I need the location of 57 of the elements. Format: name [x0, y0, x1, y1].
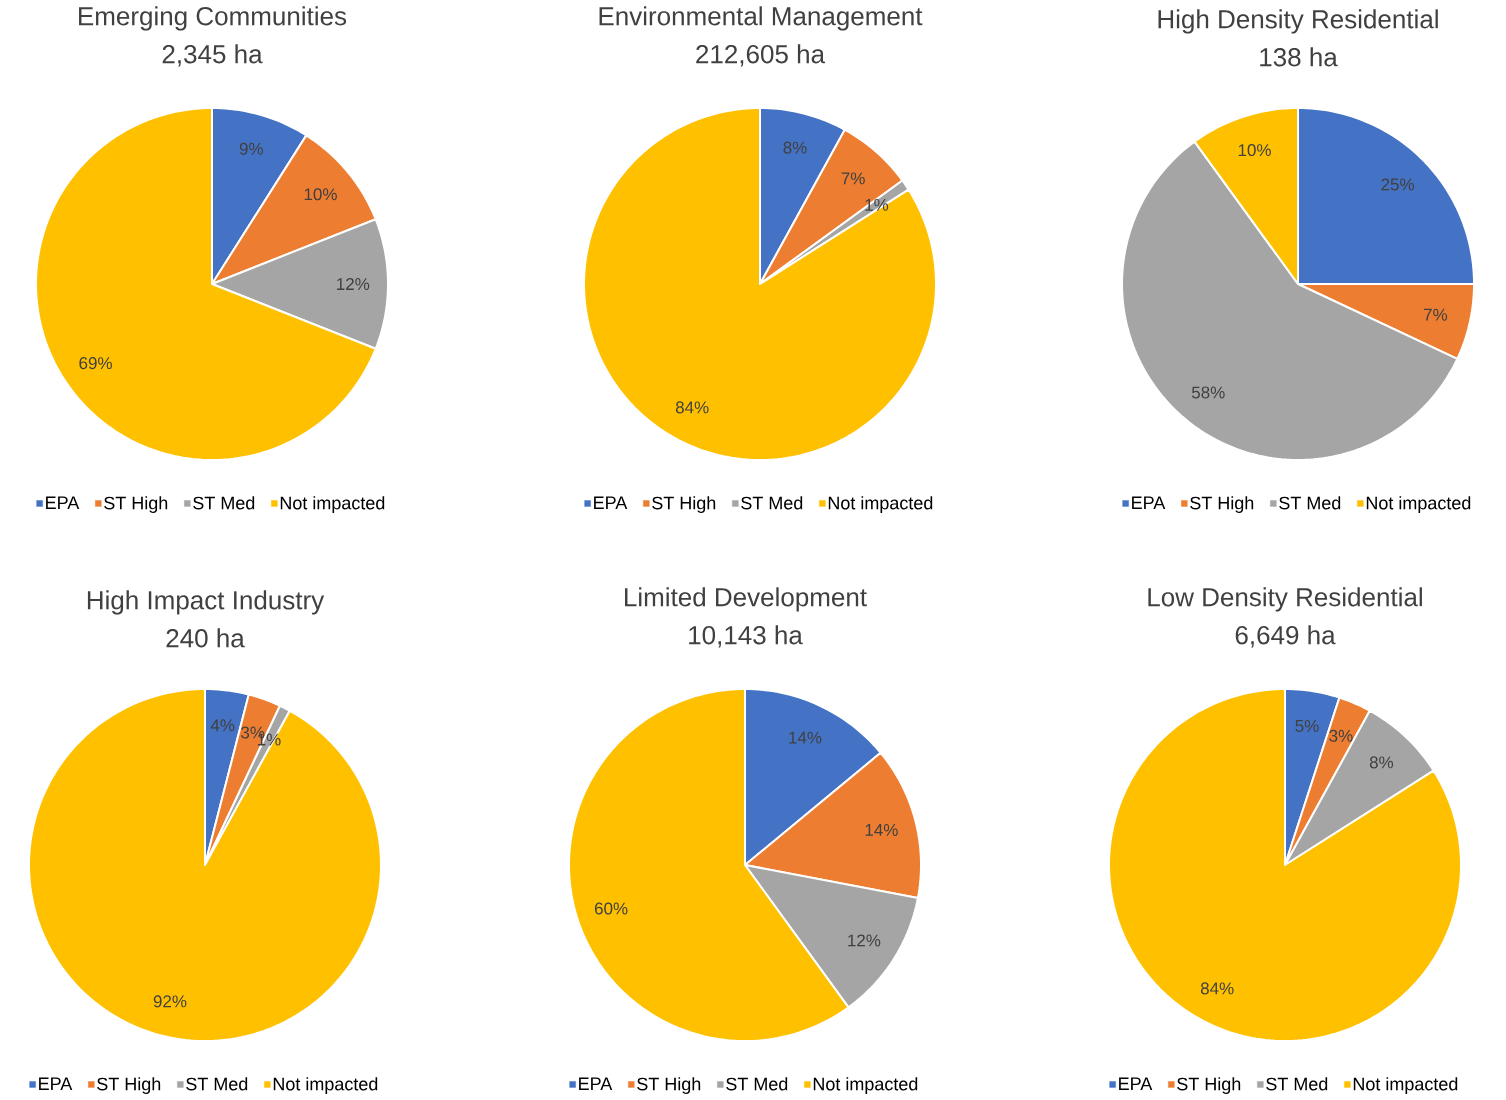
legend-label: ST High: [97, 1077, 161, 1094]
legend-label: ST High: [652, 496, 716, 513]
legend-label: EPA: [39, 1077, 73, 1090]
legend-label: ST High: [1177, 1077, 1241, 1094]
legend-label: EPA: [1132, 496, 1166, 509]
chart-subtitle: 6,649 ha: [1235, 625, 1336, 648]
data-label: 69%: [79, 357, 112, 370]
legend-label: ST Med: [1279, 496, 1341, 510]
legend-label: ST Med: [741, 496, 803, 510]
legend-label: ST Med: [193, 496, 255, 510]
data-label: 12%: [848, 934, 881, 947]
chart-subtitle: 10,143 ha: [689, 625, 803, 648]
data-label: 84%: [1200, 982, 1234, 995]
legend-label: Not impacted: [1366, 496, 1471, 513]
data-label: 7%: [841, 172, 865, 185]
legend-label: ST High: [104, 496, 168, 513]
legend-label: Not impacted: [280, 496, 385, 513]
data-label: 3%: [1329, 729, 1353, 742]
chart-title: High Density Residential: [1158, 9, 1438, 34]
data-label: 8%: [1369, 756, 1394, 769]
chart-title: Environmental Management: [599, 6, 923, 31]
legend-label: EPA: [579, 1077, 613, 1090]
data-label: 10%: [1238, 144, 1271, 157]
legend-label: ST High: [1190, 496, 1254, 513]
legend-label: EPA: [1119, 1077, 1153, 1090]
legend-label: ST Med: [186, 1077, 248, 1091]
legend-label: EPA: [46, 496, 80, 509]
data-label: 14%: [789, 731, 822, 744]
data-label: 12%: [337, 278, 370, 290]
legend-label: Not impacted: [1353, 1077, 1458, 1094]
legend-label: ST Med: [1266, 1077, 1328, 1091]
chart-subtitle: 138 ha: [1260, 47, 1338, 67]
data-label: 8%: [783, 141, 807, 154]
data-label: 92%: [153, 995, 187, 1008]
data-label: 84%: [675, 401, 709, 414]
data-label: 9%: [239, 142, 263, 155]
data-label: 60%: [594, 902, 628, 915]
chart-subtitle: 2,345 ha: [162, 44, 263, 67]
data-label: 5%: [1295, 719, 1319, 732]
data-label: 58%: [1191, 386, 1225, 399]
data-label: 4%: [210, 719, 235, 732]
data-label: 10%: [304, 188, 337, 201]
legend-label: EPA: [594, 496, 628, 509]
data-label: 7%: [1424, 308, 1448, 321]
chart-title: High Impact Industry: [87, 590, 325, 615]
data-label: 25%: [1381, 178, 1414, 191]
chart-title: Low Density Residential: [1148, 587, 1422, 612]
chart-subtitle: 212,605 ha: [696, 44, 826, 67]
legend-label: Not impacted: [273, 1077, 378, 1094]
chart-title: Limited Development: [625, 587, 867, 612]
chart-title: Emerging Communities: [79, 6, 347, 31]
legend-label: ST Med: [726, 1077, 788, 1091]
legend-label: Not impacted: [828, 496, 933, 513]
legend-label: ST High: [637, 1077, 701, 1094]
data-label: 14%: [865, 824, 898, 836]
legend-label: Not impacted: [813, 1077, 918, 1094]
chart-subtitle: 240 ha: [166, 628, 245, 648]
